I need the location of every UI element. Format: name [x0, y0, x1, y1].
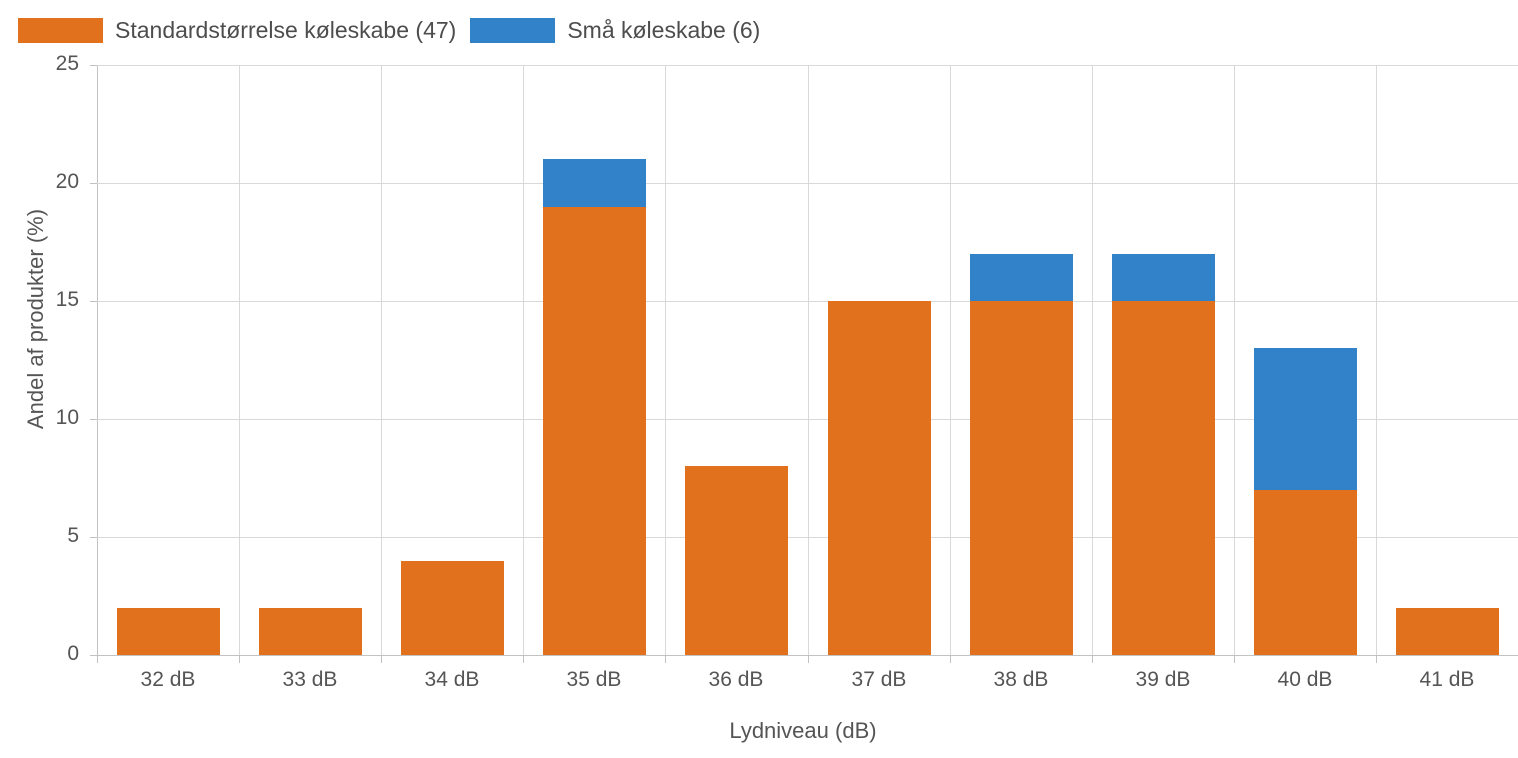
bar-segment[interactable] [1111, 301, 1215, 655]
gridline-vertical [950, 65, 951, 655]
bar-segment[interactable] [542, 206, 646, 655]
gridline-horizontal [97, 301, 1518, 302]
y-tick-mark [90, 183, 97, 184]
x-tick-label: 34 dB [424, 668, 480, 691]
y-tick-mark [90, 301, 97, 302]
y-tick-label: 25 [55, 52, 79, 75]
gridline-horizontal [97, 183, 1518, 184]
x-tick-label: 39 dB [1135, 668, 1191, 691]
chart-legend: Standardstørrelse køleskabe (47) Små køle… [18, 14, 774, 46]
x-tick-mark [239, 655, 240, 663]
bar-stack[interactable] [258, 607, 362, 655]
gridline-vertical [1234, 65, 1235, 655]
plot-area [97, 65, 1518, 655]
y-tick-label: 20 [55, 170, 79, 193]
y-tick-label: 15 [55, 288, 79, 311]
bar-segment[interactable] [1253, 489, 1357, 655]
legend-label: Små køleskabe (6) [567, 16, 761, 43]
gridline-vertical [523, 65, 524, 655]
bar-stack[interactable] [400, 560, 504, 655]
x-tick-mark [950, 655, 951, 663]
legend-entry[interactable]: Små køleskabe (6) [470, 14, 774, 46]
legend-label: Standardstørrelse køleskabe (47) [115, 16, 457, 43]
bar-stack[interactable] [969, 253, 1073, 655]
bar-segment[interactable] [969, 301, 1073, 655]
gridline-vertical [1092, 65, 1093, 655]
bar-segment[interactable] [1395, 607, 1499, 655]
gridline-vertical [665, 65, 666, 655]
x-tick-mark [1376, 655, 1377, 663]
y-tick-mark [90, 655, 97, 656]
gridline-vertical [381, 65, 382, 655]
bar-segment[interactable] [827, 301, 931, 655]
y-tick-mark [90, 419, 97, 420]
y-tick-label: 10 [55, 406, 79, 429]
x-tick-label: 36 dB [708, 668, 764, 691]
bar-segment[interactable] [542, 159, 646, 207]
x-axis-title: Lydniveau (dB) [0, 718, 1518, 744]
x-tick-label: 35 dB [566, 668, 622, 691]
x-tick-label: 41 dB [1419, 668, 1475, 691]
x-tick-mark [808, 655, 809, 663]
y-axis-spine [97, 65, 98, 656]
bar-segment[interactable] [116, 607, 220, 655]
gridline-vertical [1376, 65, 1377, 655]
bar-segment[interactable] [400, 560, 504, 655]
x-axis-title-text: Lydniveau (dB) [729, 718, 877, 743]
bar-segment[interactable] [1253, 348, 1357, 490]
bar-segment[interactable] [258, 607, 362, 655]
bar-segment[interactable] [1111, 253, 1215, 301]
legend-entry[interactable]: Standardstørrelse køleskabe (47) [18, 14, 470, 46]
x-tick-label: 32 dB [140, 668, 196, 691]
gridline-vertical [239, 65, 240, 655]
x-tick-label: 38 dB [993, 668, 1049, 691]
bar-stack[interactable] [684, 466, 788, 655]
bar-stack[interactable] [827, 301, 931, 655]
gridline-horizontal [97, 537, 1518, 538]
bar-segment[interactable] [969, 253, 1073, 301]
x-tick-mark [97, 655, 98, 663]
bar-stack[interactable] [1111, 253, 1215, 655]
x-axis-spine [97, 655, 1518, 656]
gridline-horizontal [97, 419, 1518, 420]
y-tick-mark [90, 65, 97, 66]
legend-swatch [18, 17, 103, 43]
x-tick-label: 33 dB [282, 668, 338, 691]
bar-segment[interactable] [684, 466, 788, 655]
y-tick-label: 0 [67, 642, 79, 665]
bar-stack[interactable] [1253, 348, 1357, 655]
gridline-vertical [808, 65, 809, 655]
x-tick-mark [381, 655, 382, 663]
x-tick-mark [1234, 655, 1235, 663]
bar-stack[interactable] [542, 159, 646, 655]
x-tick-label: 40 dB [1277, 668, 1333, 691]
bar-stack[interactable] [116, 607, 220, 655]
y-tick-mark [90, 537, 97, 538]
x-tick-mark [523, 655, 524, 663]
x-tick-mark [1092, 655, 1093, 663]
gridline-horizontal [97, 65, 1518, 66]
x-tick-mark [665, 655, 666, 663]
bar-stack[interactable] [1395, 607, 1499, 655]
y-tick-label: 5 [67, 524, 79, 547]
x-tick-label: 37 dB [851, 668, 907, 691]
legend-swatch [470, 17, 556, 43]
